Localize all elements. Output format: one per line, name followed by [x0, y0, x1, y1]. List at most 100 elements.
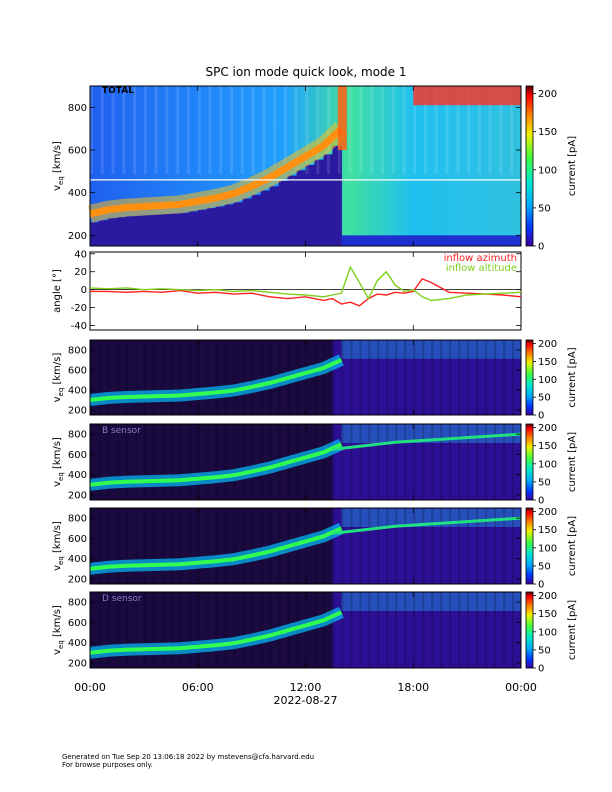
spectrogram-cell	[485, 235, 495, 246]
colorbar-0	[525, 85, 534, 247]
colorbar-tick-label: 0	[538, 580, 544, 591]
spectrogram-stripe	[386, 424, 389, 500]
spectrogram-stripe	[152, 592, 155, 668]
spectrogram-stripe	[179, 592, 182, 668]
spectrogram-cell	[224, 204, 235, 246]
ylabel: veq [km/s]	[52, 353, 65, 403]
spectrogram-stripe	[188, 508, 191, 584]
spectrogram-stripe	[458, 340, 461, 415]
spectrogram-cell	[287, 175, 298, 246]
spectrogram-stripe	[377, 508, 380, 584]
spectrogram-stripe	[449, 508, 452, 584]
ytick-label: 200	[68, 574, 87, 585]
spectrogram-stripe	[458, 424, 461, 500]
spectrogram-stripe	[240, 86, 244, 174]
spectrogram-stripe	[422, 340, 425, 415]
spectrogram-cell	[422, 235, 432, 246]
spectrogram-stripe	[116, 340, 119, 415]
spectrogram-stripe	[350, 340, 353, 415]
spectrogram-stripe	[422, 592, 425, 668]
colorbar-tick-label: 200	[538, 507, 557, 518]
spectrogram-stripe	[206, 508, 209, 584]
spectrogram-stripe	[143, 508, 146, 584]
spectrogram-stripe	[341, 424, 344, 500]
xtick-label: 06:00	[182, 681, 214, 694]
spectrogram-stripe	[485, 592, 488, 668]
colorbar-3	[525, 423, 534, 501]
spectrogram-cell	[503, 235, 513, 246]
ytick-label: 800	[68, 514, 87, 525]
spectrogram-stripe	[512, 508, 515, 584]
spectrogram-stripe	[449, 340, 452, 415]
spectrogram-cell	[440, 235, 450, 246]
spectrogram-stripe	[413, 592, 416, 668]
spectrogram-stripe	[512, 592, 515, 668]
spectrogram-stripe	[242, 340, 245, 415]
spectrogram-stripe	[170, 424, 173, 500]
colorbar-tick-label: 150	[538, 357, 557, 368]
spectrogram-stripe	[332, 592, 335, 668]
ytick-label: 40	[74, 249, 87, 260]
colorbar-tick-label: 150	[538, 525, 557, 536]
ylabel: veq [km/s]	[52, 437, 65, 487]
spectrogram-cell	[125, 216, 136, 246]
spectrogram-stripe	[494, 340, 497, 415]
spectrogram-cell	[449, 235, 459, 246]
spectrogram-stripe	[499, 86, 503, 174]
spectrogram-stripe	[368, 424, 371, 500]
spectrogram-stripe	[125, 340, 128, 415]
spectrogram-stripe	[350, 592, 353, 668]
spectrogram-cell	[215, 206, 226, 246]
spectrogram-stripe	[431, 424, 434, 500]
spectrogram-stripe	[242, 508, 245, 584]
spectrogram-cell	[90, 222, 100, 246]
xtick-label: 18:00	[397, 681, 429, 694]
spectrogram-stripe	[125, 424, 128, 500]
spectrogram-stripe	[494, 508, 497, 584]
colorbar-tick-label: 0	[538, 411, 544, 422]
footer: Generated on Tue Sep 20 13:06:18 2022 by…	[62, 753, 314, 769]
colorbar-tick-label: 0	[538, 664, 544, 675]
spectrogram-stripe	[422, 508, 425, 584]
beam-core	[89, 610, 343, 655]
colorbar-tick-label: 200	[538, 423, 557, 434]
spectrogram-cell	[359, 235, 369, 246]
spectrogram-stripe	[350, 508, 353, 584]
ytick-label: 0	[81, 285, 87, 296]
spectrogram-stripe	[476, 340, 479, 415]
spectrogram-stripe	[332, 508, 335, 584]
spectrogram-stripe	[122, 86, 126, 174]
spectrogram-stripe	[197, 424, 200, 500]
ytick-label: 800	[68, 598, 87, 609]
spectrogram-stripe	[314, 340, 317, 415]
spectrogram-stripe	[476, 508, 479, 584]
spectrogram-stripe	[260, 424, 263, 500]
spectrogram-cell	[431, 235, 441, 246]
beam-core	[332, 432, 522, 451]
spectrogram-stripe	[143, 86, 147, 174]
spectrogram-stripe	[116, 592, 119, 668]
spectrogram-cell	[260, 190, 271, 246]
spectrogram-stripe	[314, 592, 317, 668]
spectrogram-stripe	[477, 86, 481, 174]
colorbar-tick-label: 0	[538, 242, 544, 253]
beam-core	[89, 526, 343, 571]
spectrogram-stripe	[224, 424, 227, 500]
panel-label: TOTAL	[102, 86, 134, 96]
spectrogram-stripe	[395, 424, 398, 500]
footer-note: For browse purposes only.	[62, 761, 153, 769]
spectrogram-stripe	[395, 592, 398, 668]
figure-title: SPC ion mode quick look, mode 1	[206, 65, 407, 79]
beam-core	[89, 442, 343, 487]
plot-frame	[89, 251, 522, 331]
colorbar-tick-label: 150	[538, 127, 557, 138]
spectrogram-stripe	[176, 86, 180, 174]
spectrogram-cell	[413, 235, 423, 246]
colorbar-tick-label: 0	[538, 496, 544, 507]
spectrogram-cell	[170, 213, 181, 246]
colorbar-tick-label: 100	[538, 165, 557, 176]
ytick-label: 200	[68, 406, 87, 417]
spectrogram-cell	[251, 194, 262, 246]
spectrogram-stripe	[233, 592, 236, 668]
spectrogram-cell	[377, 235, 387, 246]
